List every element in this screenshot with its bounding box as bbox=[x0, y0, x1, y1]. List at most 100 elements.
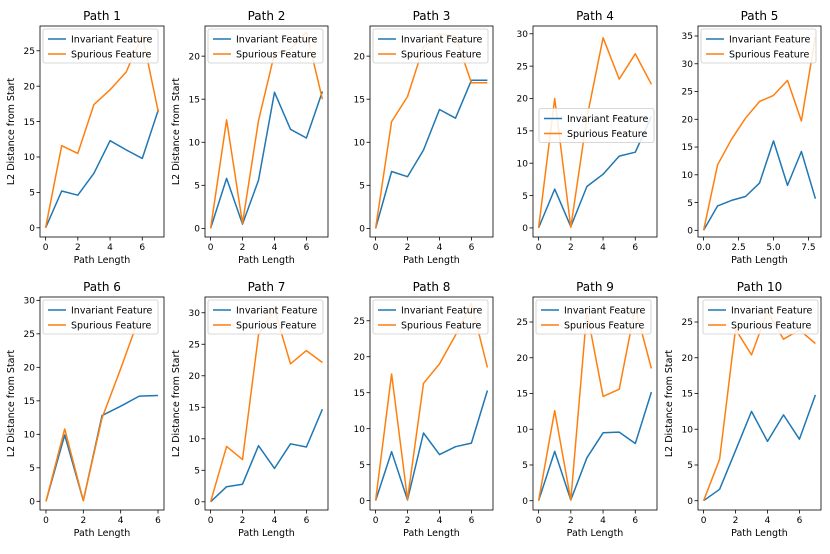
y-tick-label: 5 bbox=[687, 199, 693, 209]
x-tick-label: 6 bbox=[469, 243, 475, 253]
plot-frame bbox=[204, 25, 329, 238]
y-tick-label: 0 bbox=[522, 497, 528, 507]
y-tick-label: 15 bbox=[24, 118, 35, 128]
plot-frame bbox=[697, 25, 822, 238]
y-tick-label: 15 bbox=[682, 390, 693, 400]
y-tick-label: 35 bbox=[682, 32, 693, 42]
y-tick-label: 0 bbox=[359, 225, 365, 235]
legend: Invariant Feature Spurious Feature bbox=[535, 299, 652, 335]
y-tick-label: 10 bbox=[517, 425, 529, 435]
plot-frame bbox=[532, 296, 658, 511]
x-axis-label: Path Length bbox=[74, 528, 131, 539]
plot-frame bbox=[204, 296, 329, 511]
y-tick-label: 10 bbox=[24, 431, 36, 441]
y-tick-label: 25 bbox=[354, 317, 365, 327]
x-tick-label: 2 bbox=[568, 516, 574, 526]
plot-frame bbox=[39, 25, 165, 238]
chart-panel-7: 0 2 4 6 0 5 10 15 20 25 30 Path 7 Path Length L2 Dist… bbox=[171, 280, 329, 539]
y-tick-label: 10 bbox=[354, 425, 366, 435]
y-tick-label: 0 bbox=[194, 225, 200, 235]
x-tick-label: 4 bbox=[437, 516, 443, 526]
y-tick-label: 20 bbox=[189, 52, 201, 62]
x-tick-label: 6 bbox=[139, 243, 145, 253]
x-tick-label: 4 bbox=[765, 516, 771, 526]
legend-label: Invariant Feature bbox=[236, 35, 317, 46]
legend: Invariant Feature Spurious Feature bbox=[538, 108, 655, 143]
x-tick-label: 6 bbox=[304, 243, 310, 253]
spurious-feature-line bbox=[702, 36, 817, 231]
x-tick-label: 7.5 bbox=[801, 243, 815, 253]
chart-panel-9: 0 2 4 6 0 5 10 15 20 25 Path 9 Path Length Invariant… bbox=[517, 280, 658, 539]
plot-frame bbox=[39, 296, 165, 511]
legend-label: Invariant Feature bbox=[71, 306, 152, 317]
y-tick-label: 5 bbox=[522, 461, 528, 471]
y-tick-label: 20 bbox=[189, 372, 201, 382]
x-tick-label: 0 bbox=[208, 516, 214, 526]
invariant-feature-line bbox=[210, 408, 324, 503]
y-tick-label: 25 bbox=[24, 47, 35, 57]
chart-title: Path 2 bbox=[248, 9, 286, 23]
y-tick-label: 25 bbox=[682, 318, 693, 328]
x-axis-label: Path Length bbox=[731, 255, 788, 266]
legend-frame bbox=[700, 28, 817, 64]
y-tick-label: 5 bbox=[359, 182, 365, 192]
y-tick-label: 5 bbox=[29, 464, 35, 474]
y-tick-label: 0 bbox=[687, 497, 693, 507]
y-tick-label: 5 bbox=[194, 182, 200, 192]
legend-frame bbox=[42, 28, 159, 64]
x-tick-label: 0 bbox=[43, 516, 49, 526]
legend-label: Invariant Feature bbox=[401, 306, 482, 317]
invariant-feature-line bbox=[374, 390, 489, 501]
y-tick-label: 20 bbox=[24, 364, 36, 374]
y-axis-label: L2 Distance from Start bbox=[171, 78, 182, 186]
x-tick-label: 2 bbox=[240, 516, 246, 526]
legend: Invariant Feature Spurious Feature bbox=[42, 28, 159, 64]
x-axis-label: Path Length bbox=[567, 528, 624, 539]
legend-label: Spurious Feature bbox=[236, 321, 316, 332]
series-lines bbox=[702, 310, 817, 502]
invariant-feature-line bbox=[209, 91, 324, 229]
legend-frame bbox=[372, 299, 489, 335]
legend: Invariant Feature Spurious Feature bbox=[207, 28, 324, 64]
legend: Invariant Feature Spurious Feature bbox=[372, 299, 489, 335]
x-tick-label: 2 bbox=[240, 243, 246, 253]
chart-panel-8: 0 2 4 6 0 5 10 15 20 25 Path 8 Path Length Invariant… bbox=[354, 280, 494, 539]
x-tick-label: 4 bbox=[118, 516, 124, 526]
plot-frame bbox=[369, 25, 494, 238]
y-tick-label: 30 bbox=[682, 60, 694, 70]
chart-title: Path 1 bbox=[83, 9, 121, 23]
invariant-feature-line bbox=[537, 391, 653, 501]
legend-label: Invariant Feature bbox=[564, 306, 645, 317]
legend-frame bbox=[538, 108, 655, 143]
legend-label: Spurious Feature bbox=[401, 50, 481, 61]
y-tick-label: 25 bbox=[189, 340, 200, 350]
y-tick-label: 30 bbox=[24, 297, 36, 307]
plot-frame bbox=[532, 25, 658, 238]
x-tick-label: 6 bbox=[155, 516, 161, 526]
chart-title: Path 8 bbox=[413, 280, 451, 294]
legend-label: Spurious Feature bbox=[564, 321, 644, 332]
legend-label: Invariant Feature bbox=[236, 306, 317, 317]
legend-label: Spurious Feature bbox=[731, 321, 811, 332]
legend: Invariant Feature Spurious Feature bbox=[700, 28, 817, 64]
x-axis-label: Path Length bbox=[238, 255, 295, 266]
x-tick-label: 6 bbox=[469, 516, 475, 526]
chart-title: Path 6 bbox=[83, 280, 121, 294]
legend: Invariant Feature Spurious Feature bbox=[207, 299, 324, 335]
y-axis-label: L2 Distance from Start bbox=[6, 78, 17, 186]
x-tick-label: 4 bbox=[600, 243, 606, 253]
y-tick-label: 25 bbox=[517, 318, 528, 328]
y-tick-label: 20 bbox=[682, 354, 694, 364]
x-tick-label: 0 bbox=[536, 243, 542, 253]
x-tick-label: 0 bbox=[43, 243, 49, 253]
x-tick-label: 4 bbox=[437, 243, 443, 253]
series-lines bbox=[44, 34, 160, 229]
x-tick-label: 6 bbox=[797, 516, 803, 526]
chart-panel-2: 0 2 4 6 0 5 10 15 20 Path 2 Path Length L2 Distance… bbox=[171, 9, 329, 266]
x-tick-label: 0 bbox=[536, 516, 542, 526]
legend-label: Invariant Feature bbox=[567, 114, 648, 125]
y-tick-label: 20 bbox=[24, 82, 36, 92]
invariant-feature-line bbox=[44, 109, 160, 229]
y-tick-label: 5 bbox=[687, 461, 693, 471]
invariant-feature-line bbox=[374, 79, 488, 229]
